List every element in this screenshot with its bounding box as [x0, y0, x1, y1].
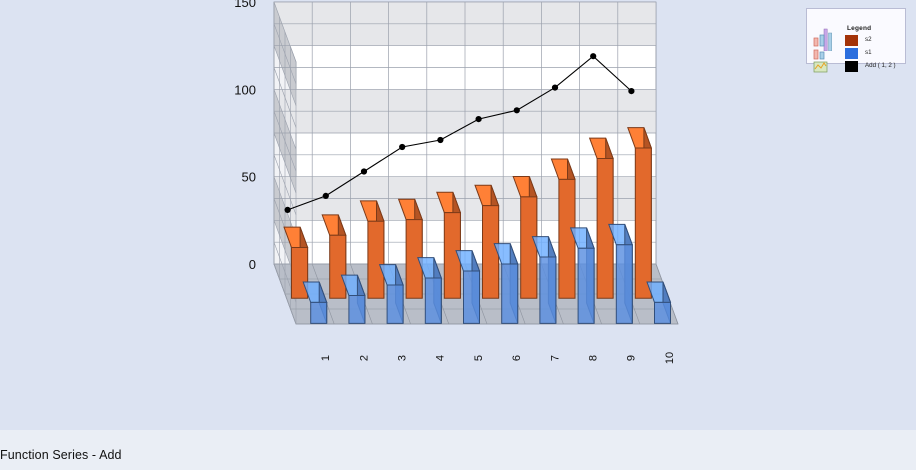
plot-axis-labels: 0 50 100 150 1 2 3 4 5 6 7 8 9 10: [234, 0, 676, 364]
bar-front-face: [577, 247, 595, 324]
line-marker-4: [399, 143, 406, 151]
line-marker-3: [360, 168, 368, 175]
x-axis-tick-label-4: 4: [435, 355, 447, 361]
bar-front-face: [348, 295, 366, 324]
bar-s2-4: [397, 198, 423, 299]
x-axis-tick-label-10: 10: [664, 352, 676, 364]
bar-s2-1: [283, 226, 309, 299]
bar-s2-5: [436, 191, 462, 299]
bar-front-face: [405, 219, 423, 299]
x-axis-tick-label-1: 1: [320, 355, 332, 361]
y-axis-tick-label: 50: [242, 170, 256, 185]
bar-front-face: [520, 196, 538, 299]
y-axis-tick-label: 150: [234, 0, 256, 10]
bar-s2-9: [588, 137, 614, 299]
bar-s1-5: [455, 250, 481, 324]
line-marker-5: [437, 136, 444, 144]
legend-line-chart-icon-add: [813, 60, 828, 73]
line-marker-1: [284, 206, 291, 213]
line-marker-10: [628, 88, 635, 95]
legend-swatch-add: [845, 61, 858, 72]
plot-bars: [283, 127, 672, 324]
status-text: Function Series - Add: [0, 448, 122, 462]
bar-s2-10: [627, 127, 653, 299]
bar-front-face: [443, 212, 461, 299]
line-marker-9: [590, 53, 597, 60]
chart-svg: 0 50 100 150 1 2 3 4 5 6 7 8 9 10: [234, 0, 679, 364]
legend-label-s2: s2: [865, 36, 872, 43]
bar-s2-6: [474, 184, 500, 299]
line-series-add: [287, 55, 632, 211]
legend-label-add: Add ( 1, 2 ): [865, 62, 896, 69]
x-axis-tick-label-3: 3: [397, 355, 409, 361]
bar-s1-6: [493, 243, 519, 324]
bar-s2-3: [359, 200, 385, 299]
x-axis-tick-label-6: 6: [511, 355, 523, 361]
bar-s1-4: [417, 257, 443, 324]
bar-front-face: [634, 147, 652, 299]
line-marker-6: [475, 116, 482, 123]
legend-swatch-s2: [845, 35, 858, 46]
bar-front-face: [310, 301, 328, 324]
x-axis-tick-label-5: 5: [473, 355, 485, 361]
bar-front-face: [291, 247, 309, 299]
bar-front-face: [539, 256, 557, 324]
line-marker-2: [322, 192, 329, 199]
legend-swatch-s1: [845, 48, 858, 59]
legend-label-s1: s1: [865, 49, 872, 56]
legend-bar-chart-icon-s2: [813, 34, 828, 47]
bar-front-face: [501, 263, 519, 324]
bar-front-face: [463, 270, 480, 324]
status-bar: [0, 430, 916, 470]
y-axis-tick-label: 0: [249, 257, 256, 272]
bar-s2-2: [321, 214, 347, 299]
bar-front-face: [329, 234, 347, 299]
bar-front-face: [424, 277, 442, 324]
legend-title: Legend: [847, 25, 872, 32]
plot-line-series: [284, 53, 635, 213]
bar-s1-3: [378, 264, 404, 324]
x-axis-tick-label-8: 8: [588, 355, 600, 361]
legend-box[interactable]: Legend s2 s1 Add ( 1, 2 ): [806, 8, 906, 73]
legend-bar-chart-icon-s1: [813, 47, 828, 60]
bar-s1-1: [302, 281, 328, 324]
bar-front-face: [482, 205, 500, 299]
bar-front-face: [558, 178, 576, 299]
bar-front-face: [654, 301, 671, 324]
line-marker-7: [513, 107, 520, 114]
x-axis-tick-label-7: 7: [549, 355, 561, 361]
bar-front-face: [367, 220, 385, 299]
bar-s1-10: [646, 281, 672, 324]
bar-s1-2: [340, 274, 366, 324]
x-axis-tick-label-2: 2: [358, 355, 370, 361]
bar-s1-8: [569, 227, 595, 324]
y-axis-tick-label: 100: [234, 82, 256, 97]
bar-s1-7: [531, 236, 557, 324]
bar-front-face: [386, 284, 404, 324]
bar-front-face: [615, 244, 633, 324]
chart-canvas[interactable]: 0 50 100 150 1 2 3 4 5 6 7 8 9 10: [0, 0, 916, 430]
x-axis-tick-label-9: 9: [626, 355, 638, 361]
bar-s1-9: [608, 223, 634, 324]
bar-front-face: [596, 158, 614, 299]
line-marker-8: [551, 84, 559, 91]
